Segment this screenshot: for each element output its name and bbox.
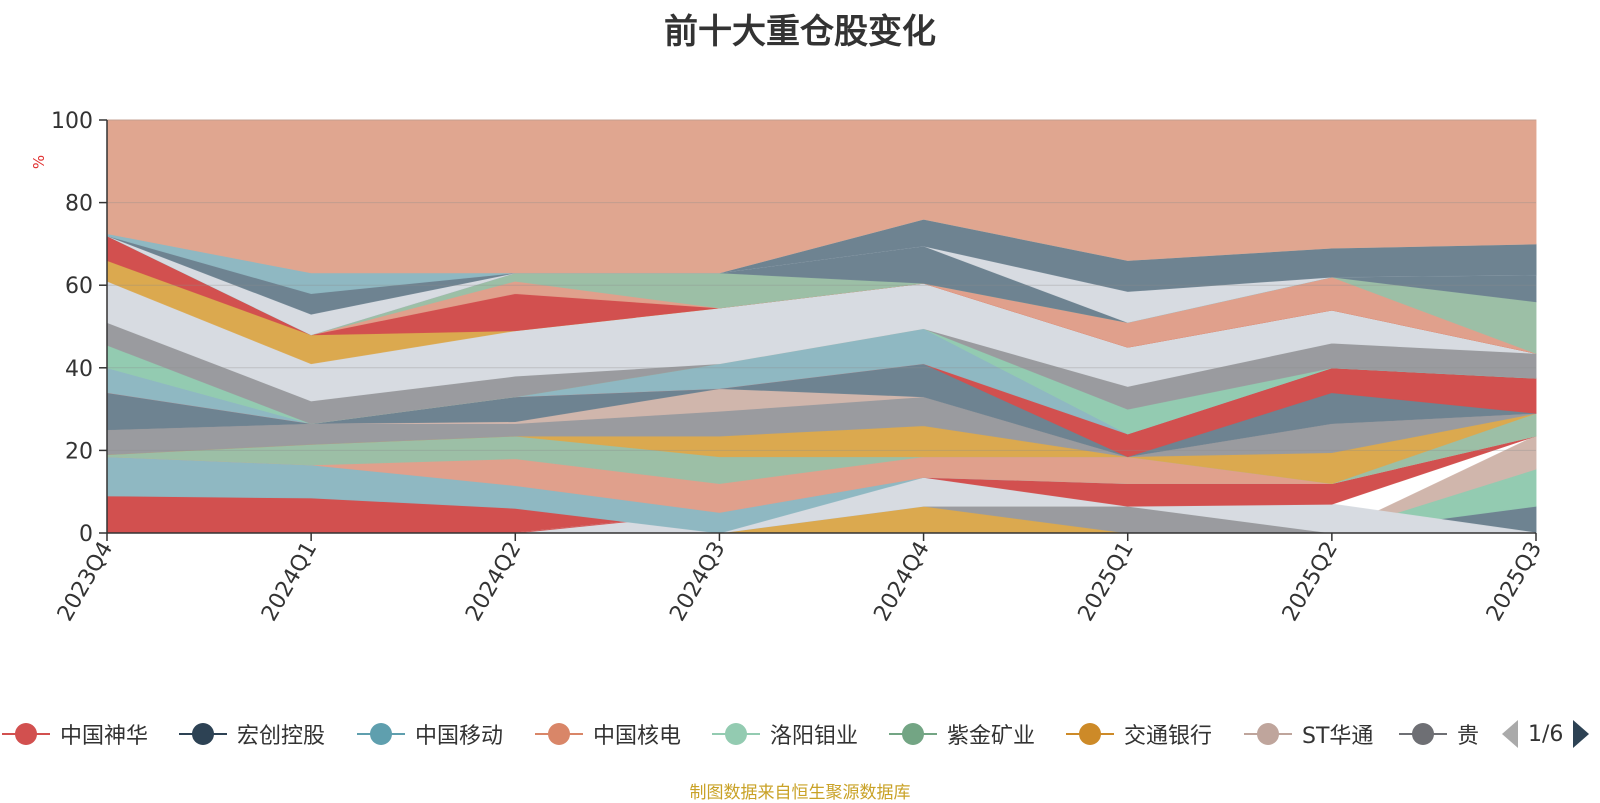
x-tick-label: 2024Q2 — [461, 538, 526, 626]
x-tick-label: 2024Q4 — [869, 538, 934, 626]
legend-item[interactable]: 贵 — [1397, 714, 1479, 754]
y-tick-label: 60 — [65, 274, 93, 299]
legend-label: 交通银行 — [1124, 724, 1213, 749]
chart-title: 前十大重仓股变化 — [664, 12, 936, 52]
legend-marker-icon — [1399, 723, 1447, 745]
legend-marker-icon — [179, 723, 227, 745]
legend-item[interactable]: 中国神华 — [0, 714, 148, 754]
x-tick-label: 2025Q2 — [1278, 538, 1343, 626]
next-page-icon[interactable] — [1569, 718, 1591, 750]
x-tick-label: 2023Q4 — [53, 538, 118, 626]
x-tick-label: 2025Q3 — [1482, 538, 1547, 626]
legend-marker-icon — [712, 723, 760, 745]
legend: 中国神华 宏创控股 中国移动 中国核电 洛阳钼业 紫金矿业 交通银行 ST华通 贵 — [0, 714, 1600, 754]
legend-label: 贵 — [1457, 724, 1480, 749]
legend-label: 紫金矿业 — [947, 724, 1036, 749]
legend-pager: 1/6 — [1500, 714, 1591, 754]
y-tick-label: 80 — [65, 192, 93, 217]
legend-marker-icon — [1244, 723, 1292, 745]
prev-page-icon[interactable] — [1500, 718, 1522, 750]
legend-label: 中国核电 — [593, 724, 682, 749]
legend-marker-icon — [535, 723, 583, 745]
y-axis-label: % — [30, 155, 48, 169]
legend-label: ST华通 — [1302, 724, 1374, 749]
y-tick-label: 20 — [65, 439, 93, 464]
legend-marker-icon — [2, 723, 50, 745]
legend-marker-icon — [1066, 723, 1114, 745]
legend-item[interactable]: 洛阳钼业 — [710, 714, 858, 754]
area-bands — [106, 119, 1537, 534]
area-band-28 — [106, 119, 1537, 274]
legend-marker-icon — [357, 723, 405, 745]
y-tick-label: 40 — [65, 357, 93, 382]
y-tick-label: 100 — [51, 109, 93, 134]
legend-item[interactable]: ST华通 — [1242, 714, 1373, 754]
x-tick-label: 2024Q3 — [665, 538, 730, 626]
legend-label: 洛阳钼业 — [770, 724, 859, 749]
legend-label: 中国神华 — [60, 724, 149, 749]
source-note: 制图数据来自恒生聚源数据库 — [689, 783, 911, 803]
legend-marker-icon — [889, 723, 937, 745]
legend-item[interactable]: 中国核电 — [533, 714, 681, 754]
legend-item[interactable]: 中国移动 — [355, 714, 503, 754]
y-tick-label: 0 — [79, 522, 93, 547]
legend-label: 中国移动 — [415, 724, 504, 749]
x-tick-label: 2024Q1 — [257, 538, 322, 626]
legend-label: 宏创控股 — [237, 724, 326, 749]
legend-page-indicator: 1/6 — [1528, 721, 1564, 747]
legend-item[interactable]: 交通银行 — [1064, 714, 1212, 754]
x-tick-label: 2025Q1 — [1074, 538, 1139, 626]
grid-lines — [107, 119, 1536, 451]
legend-item[interactable]: 紫金矿业 — [887, 714, 1035, 754]
legend-item[interactable]: 宏创控股 — [177, 714, 325, 754]
